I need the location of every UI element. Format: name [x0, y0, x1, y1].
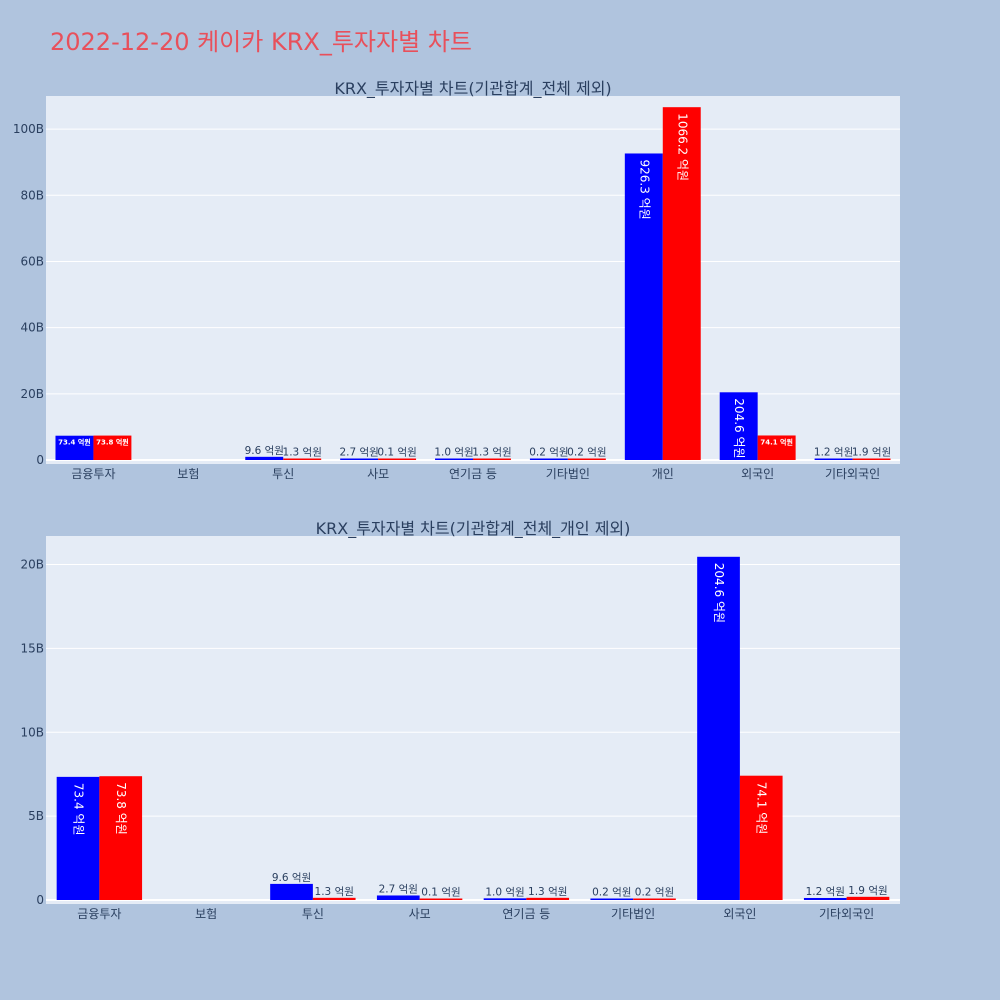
y-tick-label: 60B: [20, 254, 44, 268]
x-tick-label: 기타법인: [611, 907, 655, 921]
x-tick-label: 외국인: [741, 467, 774, 481]
data-label: 74.1 억원: [760, 437, 793, 446]
data-label: 1.3 억원: [315, 886, 354, 898]
bar: [529, 458, 568, 460]
data-label: 2.7 억원: [339, 447, 378, 459]
x-tick-label: 보험: [177, 467, 199, 481]
x-tick-label: 외국인: [723, 907, 756, 921]
y-tick-label: 100B: [13, 122, 44, 136]
bar: [419, 898, 463, 900]
bar: [99, 776, 143, 900]
data-label: 73.8 억원: [96, 438, 129, 447]
bar: [852, 458, 891, 460]
bar: [757, 435, 796, 460]
data-label: 0.2 억원: [592, 887, 631, 899]
x-tick-label: 개인: [652, 467, 674, 481]
data-label: 73.4 억원: [58, 438, 91, 447]
bar: [814, 458, 853, 460]
x-tick-label: 투신: [272, 467, 294, 481]
chart-title: KRX_투자자별 차트(기관합계_전체 제외): [334, 79, 611, 99]
chart-title: KRX_투자자별 차트(기관합계_전체_개인 제외): [316, 519, 631, 539]
x-tick-label: 사모: [367, 467, 389, 481]
x-tick-label: 금융투자: [71, 467, 115, 481]
x-tick-label: 기타외국인: [819, 907, 874, 921]
bar: [624, 153, 663, 460]
data-label: 1.9 억원: [848, 885, 887, 897]
data-label: 73.8 억원: [114, 782, 128, 835]
plot-area-0: [46, 96, 900, 464]
bar: [803, 897, 847, 900]
bar: [590, 898, 634, 900]
bar: [473, 458, 511, 460]
x-tick-label: 기타외국인: [825, 467, 880, 481]
bar: [56, 776, 100, 900]
bar: [719, 392, 758, 460]
x-tick-label: 연기금 등: [449, 467, 497, 481]
data-label: 1.9 억원: [852, 447, 891, 459]
bar: [55, 435, 94, 460]
y-tick-label: 5B: [28, 809, 44, 823]
bar: [93, 435, 132, 460]
data-label: 74.1 억원: [755, 782, 769, 835]
data-label: 1.3 억원: [283, 447, 322, 459]
data-label: 1.3 억원: [472, 447, 511, 459]
data-label: 0.2 억원: [529, 447, 568, 459]
bar: [697, 556, 740, 900]
data-label: 0.1 억원: [421, 887, 460, 899]
y-tick-label: 20B: [20, 387, 44, 401]
data-label: 1.2 억원: [806, 886, 845, 898]
data-label: 0.2 억원: [567, 447, 606, 459]
data-label: 926.3 억원: [637, 159, 651, 219]
y-tick-label: 0: [36, 893, 44, 907]
data-label: 0.1 억원: [377, 447, 416, 459]
data-label: 2.7 억원: [379, 883, 418, 895]
x-tick-label: 투신: [302, 907, 324, 921]
y-tick-label: 20B: [20, 558, 44, 572]
x-tick-label: 보험: [195, 907, 217, 921]
bar: [312, 897, 356, 900]
x-tick-label: 연기금 등: [502, 907, 550, 921]
data-label: 73.4 억원: [72, 783, 86, 836]
bar: [662, 107, 701, 461]
data-label: 204.6 억원: [712, 563, 726, 623]
x-tick-label: 기타법인: [546, 467, 590, 481]
data-label: 1.2 억원: [814, 447, 853, 459]
data-label: 0.2 억원: [635, 887, 674, 899]
bar: [376, 895, 420, 900]
bar: [739, 775, 783, 900]
x-tick-label: 사모: [409, 907, 431, 921]
y-tick-label: 80B: [20, 188, 44, 202]
data-label: 1.0 억원: [485, 886, 524, 898]
bar: [245, 456, 284, 460]
bar: [526, 897, 570, 900]
bar: [340, 458, 379, 460]
y-tick-label: 40B: [20, 321, 44, 335]
bar: [270, 883, 313, 900]
data-label: 1.0 억원: [434, 447, 473, 459]
data-label: 1066.2 억원: [675, 113, 689, 181]
bar: [633, 898, 676, 900]
data-label: 9.6 억원: [245, 445, 284, 457]
bar: [846, 896, 890, 900]
data-label: 1.3 억원: [528, 886, 567, 898]
bar: [483, 898, 527, 900]
data-label: 204.6 억원: [732, 398, 746, 458]
bar: [378, 458, 417, 460]
y-tick-label: 10B: [20, 725, 44, 739]
bar: [283, 458, 322, 460]
x-tick-label: 금융투자: [77, 907, 121, 921]
y-tick-label: 0: [36, 453, 44, 467]
page-title: 2022-12-20 케이카 KRX_투자자별 차트: [50, 28, 472, 56]
data-label: 9.6 억원: [272, 872, 311, 884]
bar: [435, 458, 473, 460]
bar: [567, 458, 606, 460]
y-tick-label: 15B: [20, 641, 44, 655]
